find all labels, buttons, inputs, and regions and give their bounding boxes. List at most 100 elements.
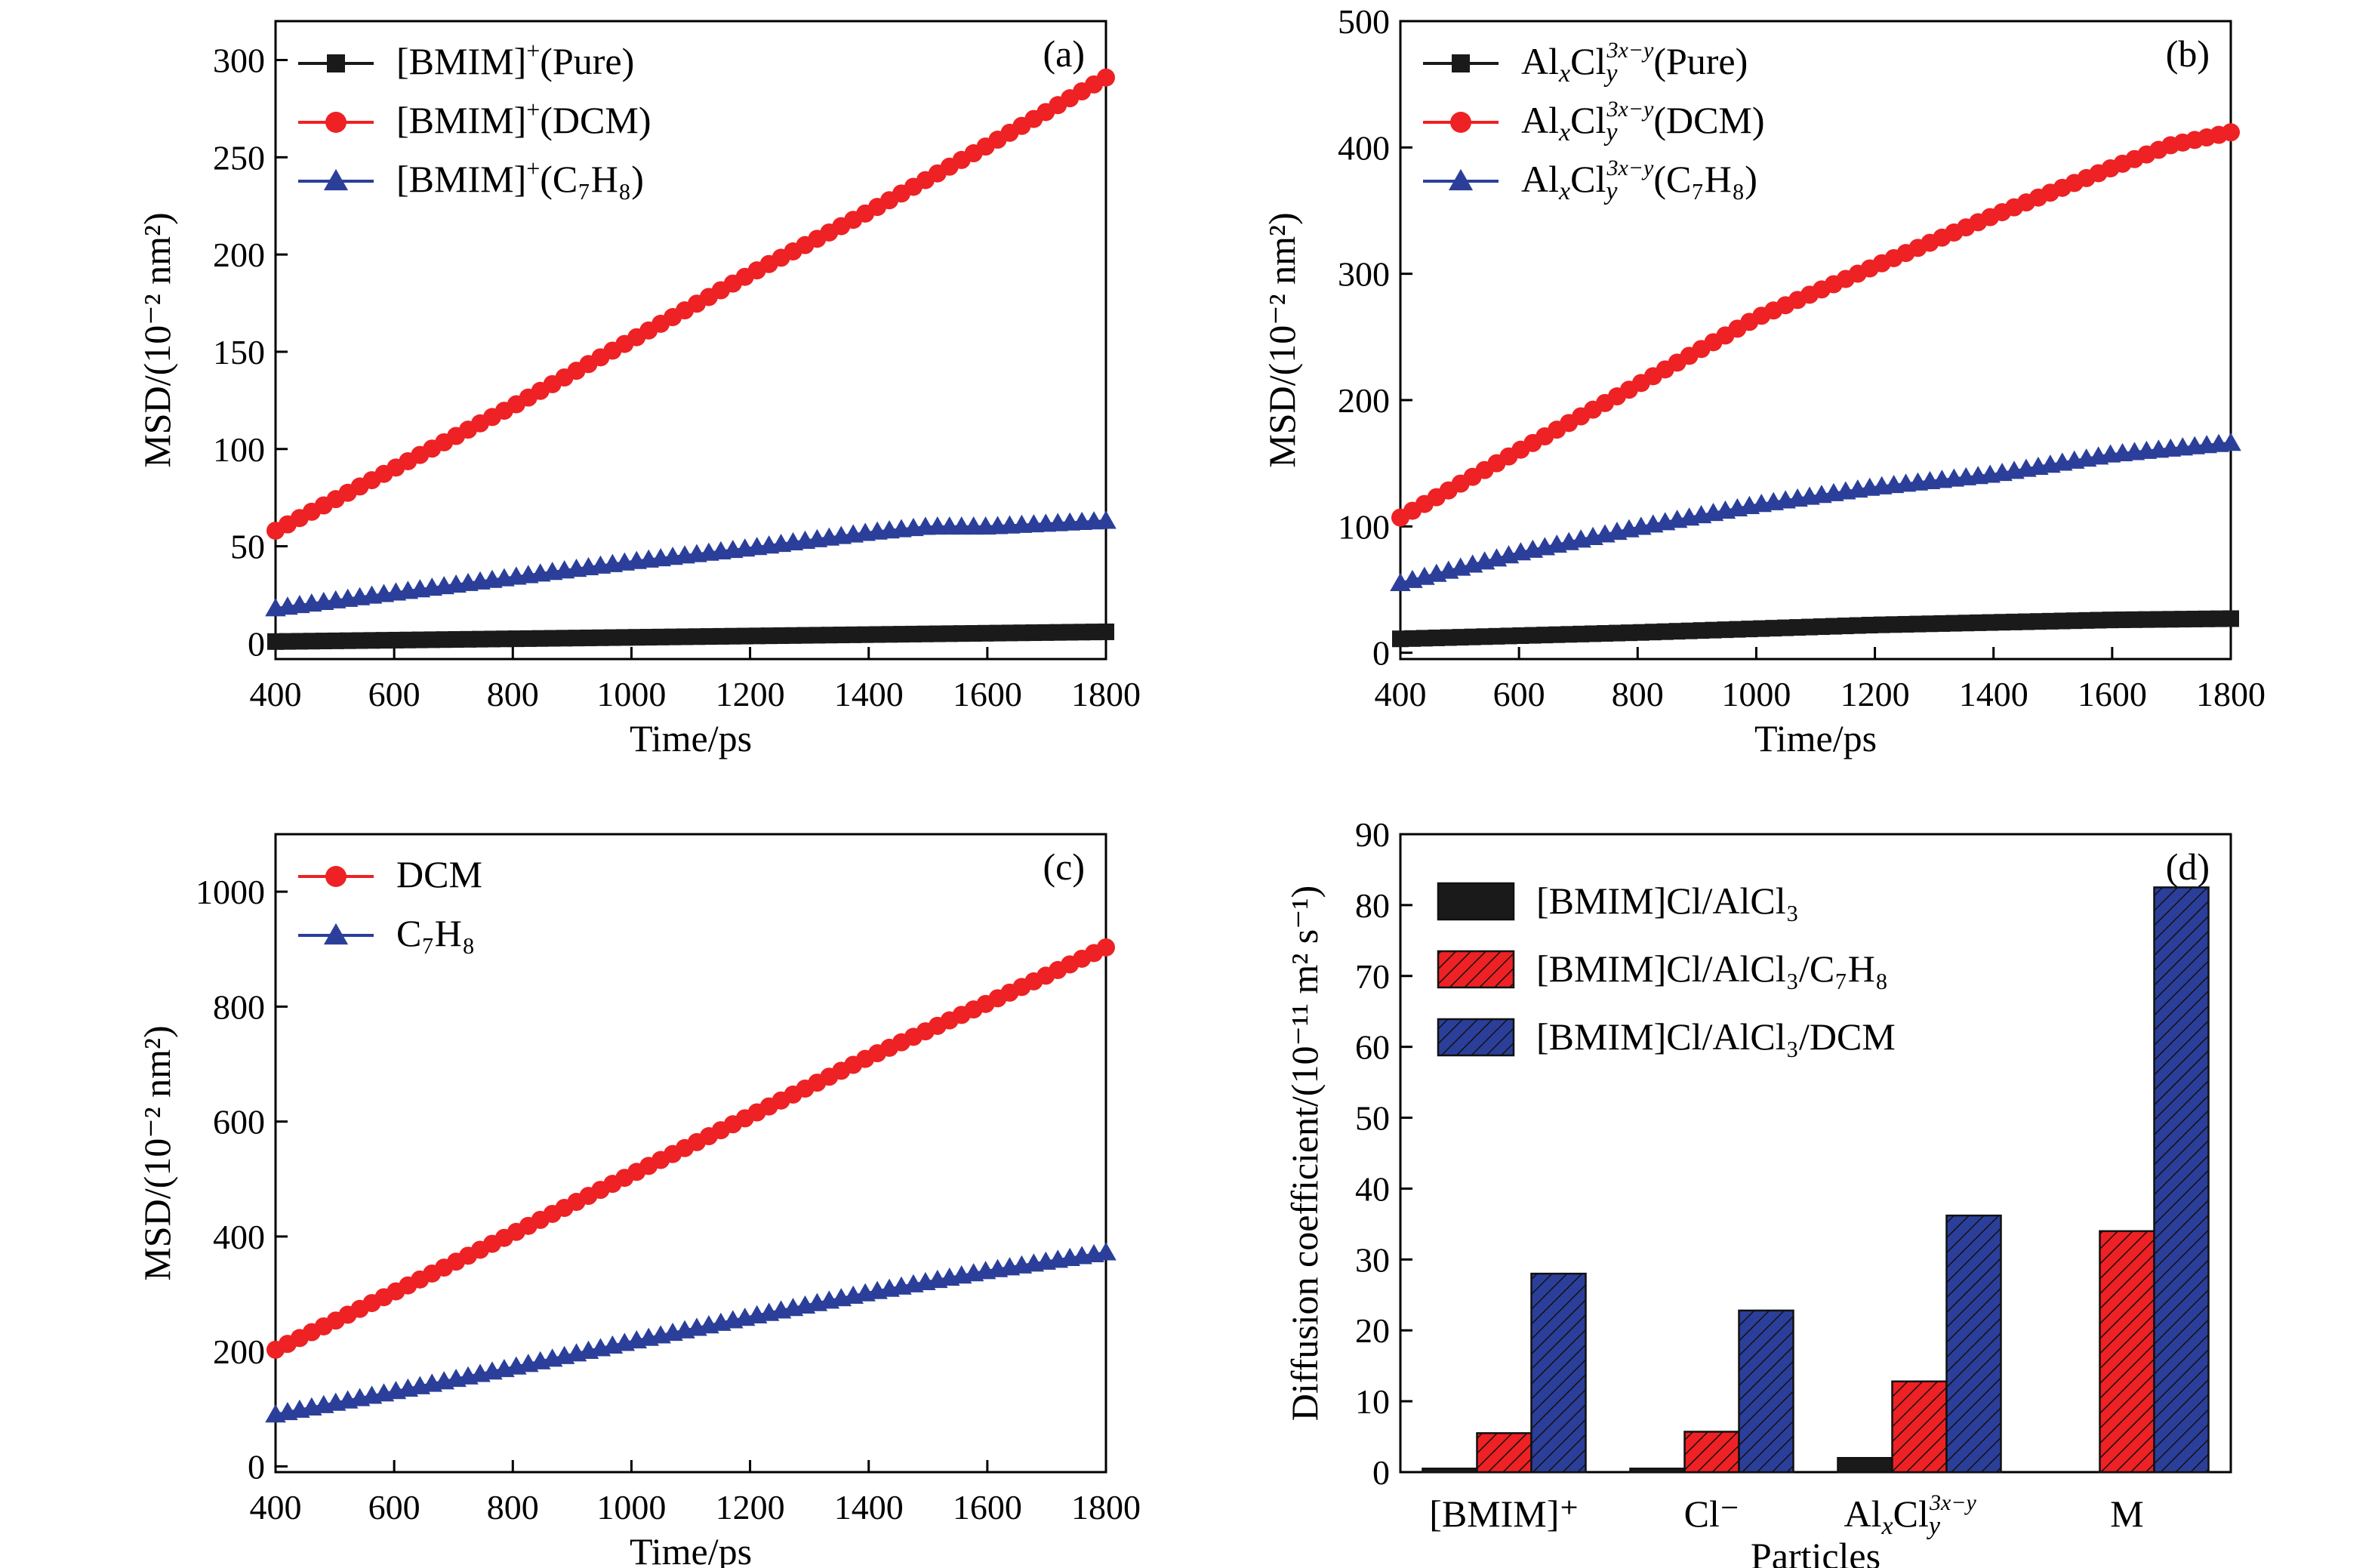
category-label: AlxCly3x−y xyxy=(1844,1490,1977,1540)
data-point xyxy=(2222,610,2239,627)
bar xyxy=(1738,1309,1794,1474)
y-tick-label: 500 xyxy=(1338,2,1390,41)
x-tick-label: 1800 xyxy=(1071,675,1141,713)
x-tick-label: 400 xyxy=(1375,675,1427,713)
series-1: C₇H₈ xyxy=(265,912,1117,1423)
legend-marker xyxy=(1450,112,1471,133)
legend-label: AlxCly3x−y(C₇H₈) xyxy=(1521,156,1757,205)
legend-marker xyxy=(323,923,349,945)
y-tick-label: 100 xyxy=(213,430,265,469)
panel-a: 0 50 100 150 200 250 300 MSD/(10⁻² nm²) (a) 400 60… xyxy=(136,20,1141,759)
bar xyxy=(1683,1431,1740,1474)
x-tick-label: 600 xyxy=(1493,675,1545,713)
x-tick-label: 800 xyxy=(1612,675,1664,713)
y-axis-label: MSD/(10⁻² nm²) xyxy=(136,1025,178,1280)
panel-d: 0 10 20 30 40 50 60 70 80 90 Diffusion coefficient… xyxy=(1283,815,2232,1568)
panel-label: (a) xyxy=(1043,32,1086,75)
legend-label: DCM xyxy=(396,853,482,895)
plot-frame xyxy=(1399,20,2232,661)
legend-label: AlxCly3x−y(DCM) xyxy=(1521,97,1765,146)
x-tick-label: 1400 xyxy=(834,675,904,713)
x-tick-label: 1200 xyxy=(716,1488,785,1526)
bar xyxy=(2099,1230,2155,1474)
x-tick-label: 1800 xyxy=(1071,1488,1141,1526)
x-tick-label: 1000 xyxy=(596,675,666,713)
x-tick-label: 1200 xyxy=(1840,675,1910,713)
data-point xyxy=(1095,510,1117,529)
bar xyxy=(1891,1380,1948,1474)
y-tick-label: 400 xyxy=(213,1218,265,1256)
x-axis-label: Time/ps xyxy=(630,1530,752,1568)
data-point xyxy=(2220,433,2241,451)
legend-swatch xyxy=(1437,950,1515,989)
x-tick-label: 1600 xyxy=(953,675,1022,713)
x-tick-label: 400 xyxy=(250,675,302,713)
series-2: AlxCly3x−y(C₇H₈) xyxy=(1390,156,2241,591)
x-tick-label: 400 xyxy=(250,1488,302,1526)
data-point xyxy=(1097,938,1115,957)
plot-frame xyxy=(274,833,1107,1474)
x-axis-label: Time/ps xyxy=(1754,717,1877,759)
y-tick-label: 90 xyxy=(1355,815,1390,854)
x-tick-label: M xyxy=(2110,1493,2143,1535)
y-tick-label: 60 xyxy=(1355,1028,1390,1067)
y-axis-label: MSD/(10⁻² nm²) xyxy=(1261,212,1303,467)
y-tick-label: 0 xyxy=(248,624,265,663)
y-tick-label: 100 xyxy=(1338,507,1390,546)
legend-label: [BMIM]+(DCM) xyxy=(396,96,651,141)
legend-label: [BMIM]Cl/AlCl₃/DCM xyxy=(1536,1015,1896,1058)
x-tick-label: 1000 xyxy=(596,1488,666,1526)
series-0: AlxCly3x−y(Pure) xyxy=(1392,38,2239,648)
y-tick-label: 200 xyxy=(213,1332,265,1371)
y-tick-label: 0 xyxy=(1372,1453,1390,1492)
legend-marker xyxy=(1448,168,1474,191)
y-tick-label: 70 xyxy=(1355,957,1390,996)
series-1: [BMIM]+(DCM) xyxy=(266,68,1115,540)
y-tick-label: 50 xyxy=(1355,1099,1390,1138)
bar xyxy=(1422,1468,1478,1474)
y-tick-label: 10 xyxy=(1355,1382,1390,1421)
x-axis-label: Particles xyxy=(1751,1535,1881,1568)
x-tick-label: 1000 xyxy=(1721,675,1791,713)
legend-marker xyxy=(323,168,349,191)
data-point xyxy=(1097,68,1115,87)
y-tick-label: 150 xyxy=(213,333,265,371)
x-axis-label: Time/ps xyxy=(630,717,752,759)
y-tick-label: 40 xyxy=(1355,1169,1390,1208)
category-label: [BMIM]⁺ xyxy=(1429,1493,1579,1535)
x-tick-label: 800 xyxy=(487,675,539,713)
y-tick-label: 300 xyxy=(1338,255,1390,294)
panel-label: (b) xyxy=(2166,32,2210,75)
legend-label: C₇H₈ xyxy=(396,912,475,954)
x-tick-label: AlxCly3x−y xyxy=(1844,1490,1977,1540)
y-axis-label: MSD/(10⁻² nm²) xyxy=(136,212,178,467)
bar xyxy=(1476,1432,1532,1474)
x-tick-label: 1600 xyxy=(2078,675,2147,713)
category-label: M xyxy=(2110,1493,2143,1535)
series-0: DCM xyxy=(266,853,1115,1359)
x-tick-label: [BMIM]⁺ xyxy=(1429,1493,1579,1535)
y-tick-label: 800 xyxy=(213,987,265,1026)
x-tick-label: 1600 xyxy=(953,1488,1022,1526)
series-0: [BMIM]+(Pure) xyxy=(267,37,1114,650)
x-tick-label: 600 xyxy=(368,1488,420,1526)
legend-marker xyxy=(327,54,345,72)
y-tick-label: 250 xyxy=(213,138,265,177)
y-tick-label: 80 xyxy=(1355,886,1390,925)
bar xyxy=(1629,1468,1686,1474)
legend-marker xyxy=(325,866,347,887)
y-tick-label: 30 xyxy=(1355,1240,1390,1279)
panel-b: 0 100 200 300 400 500 MSD/(10⁻² nm²) (b) 400 600 8… xyxy=(1261,2,2266,759)
x-tick-label: 1400 xyxy=(1959,675,2028,713)
y-tick-label: 400 xyxy=(1338,128,1390,167)
legend-label: [BMIM]+(C₇H₈) xyxy=(396,155,644,200)
series-1: AlxCly3x−y(DCM) xyxy=(1391,97,2240,527)
y-tick-label: 600 xyxy=(213,1103,265,1141)
plot-frame xyxy=(274,20,1107,661)
y-tick-label: 0 xyxy=(1372,634,1390,673)
legend-marker xyxy=(1452,54,1470,72)
data-point xyxy=(2222,123,2240,142)
bar xyxy=(2153,886,2210,1474)
